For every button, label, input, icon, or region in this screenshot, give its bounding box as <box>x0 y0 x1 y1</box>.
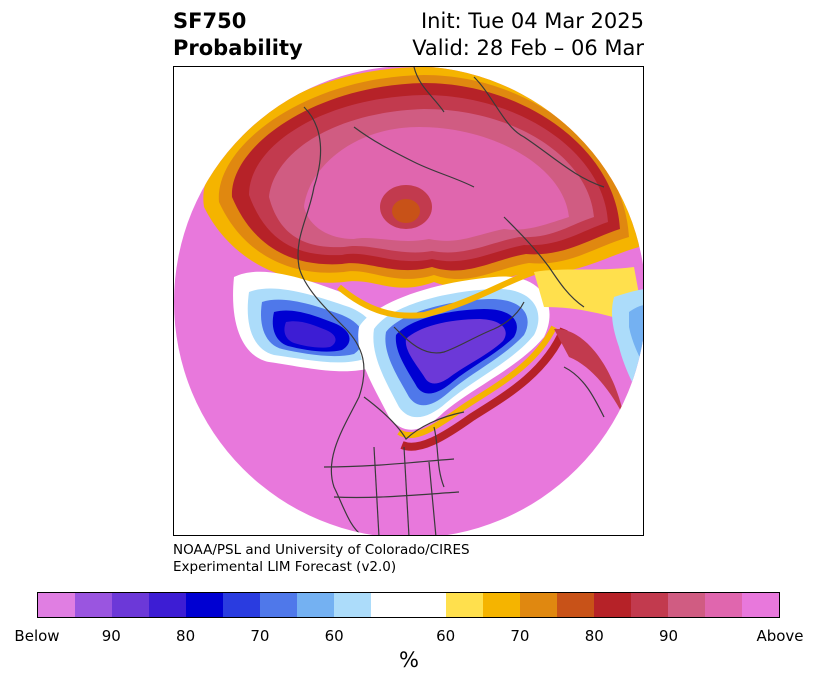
variable-name: SF750 <box>173 9 247 33</box>
coastlines <box>297 67 635 535</box>
colorbar-segment <box>519 593 557 617</box>
colorbar-tick-label: Above <box>756 627 804 645</box>
colorbar-segment <box>75 593 113 617</box>
colorbar-segment <box>223 593 261 617</box>
colorbar-segment <box>334 593 372 617</box>
colorbar-segment <box>741 593 779 617</box>
credit-line-2: Experimental LIM Forecast (v2.0) <box>173 559 397 575</box>
init-date: Init: Tue 04 Mar 2025 <box>420 9 644 33</box>
colorbar-tick-label: 60 <box>436 627 456 645</box>
colorbar-tick-label: 70 <box>250 627 270 645</box>
credit-line-1: NOAA/PSL and University of Colorado/CIRE… <box>173 542 470 558</box>
colorbar <box>37 592 780 618</box>
colorbar-segment <box>556 593 594 617</box>
valid-range: Valid: 28 Feb – 06 Mar <box>412 36 644 60</box>
colorbar-tick-label: 80 <box>176 627 196 645</box>
colorbar-segment <box>445 593 483 617</box>
colorbar-segment <box>593 593 631 617</box>
colorbar-segment <box>297 593 335 617</box>
colorbar-segment <box>112 593 150 617</box>
credit-text: NOAA/PSL and University of Colorado/CIRE… <box>173 542 470 576</box>
colorbar-tick-label: Below <box>14 627 60 645</box>
colorbar-segment <box>149 593 187 617</box>
colorbar-segment <box>371 593 446 617</box>
colorbar-tick-label: 60 <box>324 627 344 645</box>
colorbar-tick-label: 80 <box>584 627 604 645</box>
colorbar-tick-label: 70 <box>510 627 530 645</box>
map-panel <box>173 66 644 536</box>
transition-rim-south <box>397 325 557 439</box>
map-title-right: Init: Tue 04 Mar 2025 Valid: 28 Feb – 06… <box>412 8 644 62</box>
product-name: Probability <box>173 36 303 60</box>
colorbar-segment <box>667 593 705 617</box>
transition-rim-north <box>337 269 535 319</box>
colorbar-segment <box>630 593 668 617</box>
colorbar-segment <box>260 593 298 617</box>
colorbar-unit-label: % <box>399 648 419 672</box>
colorbar-segment <box>38 593 76 617</box>
above-band-north-magenta <box>304 127 569 241</box>
colorbar-segment <box>704 593 742 617</box>
colorbar-segment <box>186 593 224 617</box>
map-title-left: SF750 Probability <box>173 8 303 62</box>
transition-rim-south-red <box>400 327 568 451</box>
probability-map <box>174 67 643 535</box>
below-west-90 <box>284 321 336 348</box>
colorbar-segment <box>482 593 520 617</box>
above-east-rim <box>554 328 624 417</box>
colorbar-tick-label: 90 <box>659 627 679 645</box>
colorbar-tick-label: 90 <box>101 627 121 645</box>
above-core-siberia <box>392 199 420 223</box>
